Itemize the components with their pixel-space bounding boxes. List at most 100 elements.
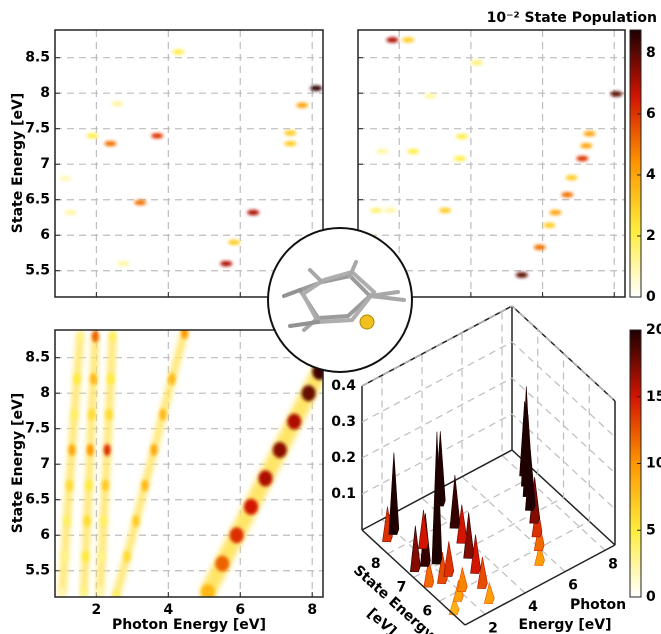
band-spot	[107, 372, 115, 385]
y-tick-label: 6.5	[25, 192, 50, 208]
spot	[384, 207, 397, 214]
y-tick-label: 6.5	[25, 492, 50, 508]
spot	[284, 130, 297, 136]
spike	[418, 509, 429, 550]
band-spot	[61, 550, 69, 563]
band-spot	[159, 408, 167, 421]
band-spot	[86, 444, 94, 457]
band-spot	[91, 330, 99, 343]
plot-frame	[54, 329, 324, 598]
band-spot	[68, 444, 76, 457]
colorbar-tick-label: 6	[646, 106, 656, 122]
y-axis-label: State Energy [eV]	[10, 93, 26, 233]
y-tick-label: 5.5	[25, 563, 50, 579]
grid-line	[361, 377, 616, 474]
spot	[402, 37, 415, 43]
z-tick-label: 0.3	[331, 414, 356, 430]
grid-line	[438, 377, 590, 602]
y-tick-label: 5.5	[25, 263, 50, 279]
spot	[220, 260, 233, 267]
spot	[64, 209, 77, 216]
band-spot	[76, 330, 84, 343]
spike	[443, 541, 455, 577]
x-tick-label: 6	[568, 578, 578, 594]
grid-line	[413, 353, 565, 579]
spot	[549, 209, 562, 216]
x-axis-label: Photon Energy [eV]	[112, 617, 266, 633]
band-spot	[112, 589, 120, 597]
spot	[117, 260, 130, 267]
colorbar-tick-label: 0	[646, 589, 656, 605]
x-axis-label: Photon	[570, 597, 626, 613]
y-tick-label: 7	[397, 580, 407, 596]
colorbar-tick-label: 15	[646, 389, 661, 405]
bands	[58, 330, 323, 597]
spot	[439, 207, 452, 214]
spots	[59, 49, 323, 267]
band-spot	[65, 479, 73, 492]
spike	[434, 431, 446, 507]
spike	[519, 401, 530, 477]
band-spot	[73, 372, 81, 385]
colorbar-tick-label: 8	[646, 45, 656, 61]
band-spot	[83, 515, 91, 528]
colorbar-tick-label: 4	[646, 167, 656, 183]
colorbar-tick-label: 2	[646, 228, 656, 244]
band-spot	[258, 470, 273, 487]
spike	[483, 581, 495, 604]
band-spot	[85, 479, 93, 492]
band-spot	[70, 408, 78, 421]
z-tick-label: 0.4	[331, 378, 356, 394]
spike	[456, 504, 468, 544]
spot	[576, 155, 589, 162]
band-spot	[105, 408, 113, 421]
spike	[449, 475, 461, 529]
y-tick-label: 7	[40, 456, 50, 472]
band-spot	[132, 515, 140, 528]
spot	[228, 239, 241, 246]
band-spot	[109, 330, 117, 343]
band-spot	[89, 372, 97, 385]
grid-line	[387, 329, 539, 555]
band-spot	[96, 586, 104, 597]
y-tick-label: 6	[40, 227, 50, 243]
spot	[610, 91, 623, 97]
colorbar-tick-label: 10	[646, 456, 661, 472]
colorbar-tick-label: 0	[646, 289, 656, 305]
colorbar-tick-label: 5	[646, 522, 656, 538]
band-spot	[272, 442, 287, 459]
spot	[134, 199, 147, 206]
grid-line	[501, 311, 606, 551]
band-spot	[123, 550, 131, 563]
x-tick-label: 2	[488, 620, 498, 634]
y-tick-label: 6	[422, 603, 432, 619]
y-tick-label: 8	[40, 85, 50, 101]
band-spot	[63, 515, 71, 528]
band-spot	[141, 479, 149, 492]
spot	[565, 174, 578, 181]
band-spot	[101, 479, 109, 492]
x-tick-label: 8	[608, 556, 618, 572]
band-spot	[215, 555, 230, 572]
colorbar	[629, 29, 642, 298]
axis-edge	[361, 529, 466, 626]
y-axis-label: State Energy [eV]	[10, 393, 26, 533]
grid-line	[381, 375, 486, 615]
spots	[364, 37, 623, 278]
y-tick-label: 7.5	[25, 421, 50, 437]
spike	[463, 512, 474, 559]
y-tick-label: 8	[371, 556, 381, 572]
molecule-inset	[267, 227, 413, 373]
x-tick-label: 2	[91, 602, 101, 618]
band-spot	[103, 444, 111, 457]
band-spot	[98, 550, 106, 563]
y-tick-label: 8.5	[25, 50, 50, 66]
x-tick-label: 8	[307, 602, 317, 618]
colorbar-title: 10⁻² State Population	[487, 10, 657, 26]
axis-edge	[464, 544, 616, 626]
z-tick-label: 0.2	[331, 450, 356, 466]
colorbar-tick-label: 20	[646, 322, 661, 338]
spot	[59, 175, 72, 182]
band-spot	[88, 408, 96, 421]
y-tick-label: 7	[40, 156, 50, 172]
